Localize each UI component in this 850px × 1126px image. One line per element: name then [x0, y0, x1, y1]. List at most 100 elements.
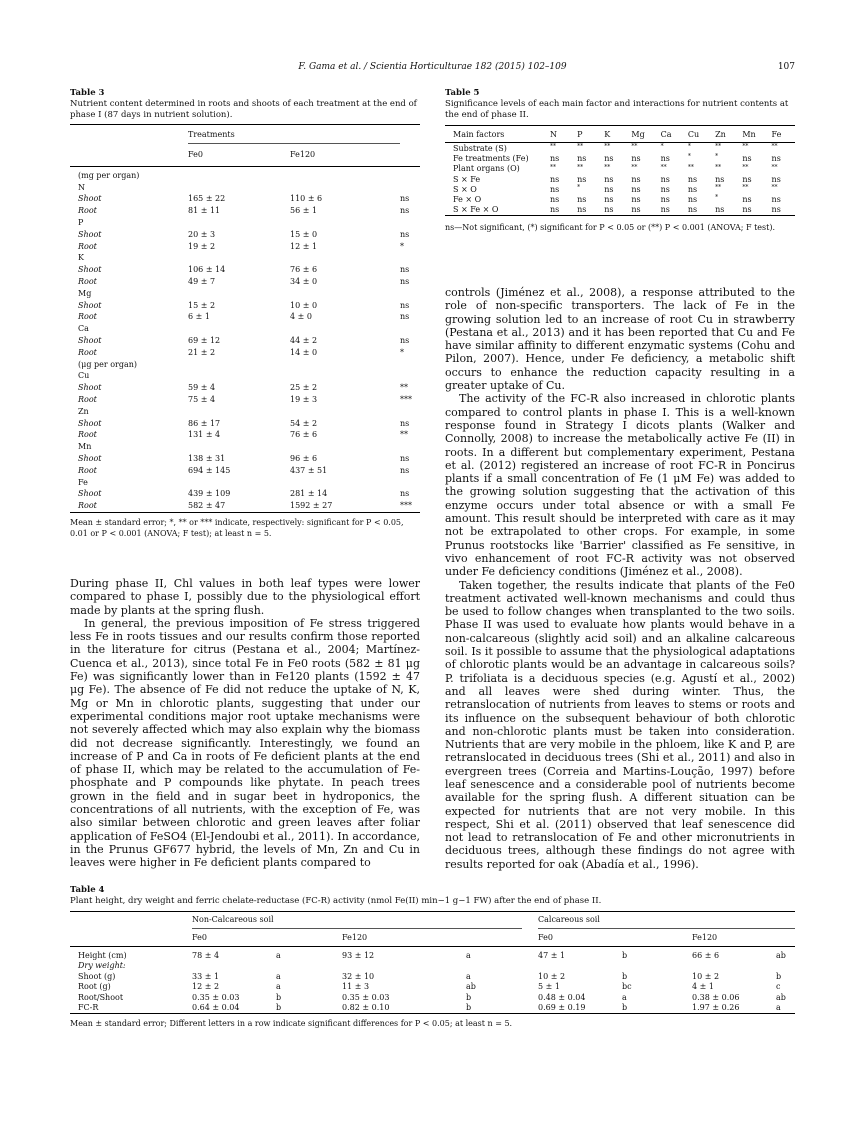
table-cell	[290, 181, 400, 193]
table-cell	[400, 170, 420, 182]
table-row: Substrate (S) ** ** ** ** * * ** ** **	[445, 143, 795, 154]
table-row: Plant organs (O) ** ** ** ** ** ** ** ** **	[445, 164, 795, 174]
table-cell: 33 ± 1	[192, 971, 220, 981]
table-5-header-row: Main factors N P K Mg Ca Cu Zn Mn Fe	[445, 125, 795, 143]
table-cell: ns	[400, 194, 410, 204]
table-row: S × Fe × O ns ns ns ns ns ns ns ns ns	[445, 205, 795, 216]
table-cell	[400, 217, 420, 229]
table-4-col-fe0-nc: Fe0	[192, 932, 207, 942]
table-row: Fe	[70, 476, 420, 488]
table-row: Fe × O ns ns ns ns ns ns * ns ns	[445, 194, 795, 204]
column-header: N	[549, 129, 557, 139]
table-cell: **	[715, 143, 722, 150]
table-cell: **	[742, 163, 749, 171]
table-row: Shoot (g) 33 ± 1 a 32 ± 10 a 10 ± 2 b 10 ± 2 b	[70, 971, 795, 982]
table-cell: a	[466, 971, 471, 981]
table-3: Table 3 Nutrient content determined in r…	[70, 88, 420, 539]
table-cell: ns	[400, 465, 410, 475]
table-cell: ns	[604, 174, 614, 184]
table-cell: *	[715, 153, 719, 161]
table-cell: **	[577, 143, 584, 150]
table-cell: **	[742, 184, 749, 192]
row-label: Shoot	[78, 229, 102, 239]
table-cell: 93 ± 12	[342, 950, 375, 960]
table-cell: *	[660, 143, 664, 150]
table-row: Shoot 20 ± 3 15 ± 0 ns	[70, 228, 420, 240]
table-cell: ns	[549, 174, 560, 184]
table-cell	[400, 370, 420, 382]
table-row: Root 694 ± 145 437 ± 51 ns	[70, 464, 420, 476]
table-cell: ns	[577, 195, 587, 205]
table-row: Root 19 ± 2 12 ± 1 *	[70, 240, 420, 252]
table-row: Height (cm) 78 ± 4 a 93 ± 12 a 47 ± 1 b 66 ± 6 a…	[70, 950, 795, 961]
spacer	[522, 961, 538, 972]
table-cell: 47 ± 1	[538, 950, 566, 960]
table-cell: 66 ± 6	[692, 950, 720, 960]
table-row: Root 81 ± 11 56 ± 1 ns	[70, 205, 420, 217]
column-header: Main factors	[453, 129, 505, 139]
table-4-col-fe120-nc: Fe120	[342, 932, 368, 942]
table-cell: ns	[604, 153, 614, 163]
table-4-footnote: Mean ± standard error; Different letters…	[70, 1019, 513, 1028]
table-cell: 582 ± 47	[188, 501, 226, 511]
table-cell: **	[771, 184, 778, 192]
table-cell: b	[622, 971, 628, 981]
table-cell: *	[687, 143, 691, 150]
table-row: (μg per organ)	[70, 358, 420, 370]
table-row: FC-R 0.64 ± 0.04 b 0.82 ± 0.10 b 0.69 ± 0.19 b…	[70, 1003, 795, 1014]
table-cell	[776, 961, 795, 972]
table-cell: 49 ± 7	[188, 277, 216, 287]
table-cell	[192, 961, 276, 972]
row-label: Root	[78, 465, 97, 475]
row-label: Root	[78, 312, 97, 322]
table-row: Shoot 69 ± 12 44 ± 2 ns	[70, 335, 420, 347]
row-label: Shoot	[78, 454, 102, 464]
table-cell: c	[776, 982, 781, 992]
row-label: Ca	[78, 324, 89, 334]
table-cell: 69 ± 12	[188, 336, 221, 346]
table-cell: 0.69 ± 0.19	[538, 1003, 586, 1013]
row-label: Shoot	[78, 300, 102, 310]
row-label: Root	[78, 395, 97, 405]
table-row: Shoot 86 ± 17 54 ± 2 ns	[70, 417, 420, 429]
table-cell: 59 ± 4	[188, 383, 216, 393]
table-4-grid: Non-Calcareous soil Calcareous soil Fe0 …	[70, 911, 795, 1014]
spacer	[522, 950, 538, 961]
table-cell	[188, 405, 290, 417]
table-cell	[188, 287, 290, 299]
paragraph: controls (Jiménez et al., 2008), a respo…	[445, 286, 795, 393]
table-cell: 56 ± 1	[290, 206, 318, 216]
table-cell: 106 ± 14	[188, 265, 226, 275]
table-cell: 10 ± 2	[692, 971, 720, 981]
paragraph: During phase II, Chl values in both leaf…	[70, 577, 420, 617]
table-row: Shoot 138 ± 31 96 ± 6 ns	[70, 453, 420, 465]
table-cell: ns	[631, 174, 641, 184]
table-cell: 12 ± 1	[290, 241, 318, 251]
table-cell: 1.97 ± 0.26	[692, 1003, 740, 1013]
table-cell: ns	[660, 195, 670, 205]
spacer	[522, 971, 538, 982]
table-5-footnote: ns—Not significant, (*) significant for …	[445, 223, 775, 233]
table-cell: 0.38 ± 0.06	[692, 992, 740, 1002]
row-label: Height (cm)	[78, 950, 127, 960]
table-cell: 10 ± 2	[538, 971, 566, 981]
table-row: Root 75 ± 4 19 ± 3 ***	[70, 394, 420, 406]
table-cell	[400, 181, 420, 193]
table-cell: ns	[577, 174, 587, 184]
table-cell: Fe × O	[453, 195, 482, 205]
table-row: Shoot 106 ± 14 76 ± 6 ns	[70, 264, 420, 276]
table-cell: 44 ± 2	[290, 336, 318, 346]
table-cell: 110 ± 6	[290, 194, 323, 204]
table-cell: 14 ± 0	[290, 347, 318, 357]
table-cell: 437 ± 51	[290, 465, 328, 475]
table-cell: Fe treatments (Fe)	[453, 153, 529, 163]
row-label: P	[78, 218, 84, 228]
table-cell: 78 ± 4	[192, 950, 220, 960]
table-cell	[188, 323, 290, 335]
table-row: Dry weight:	[70, 961, 795, 972]
table-cell	[400, 323, 420, 335]
table-cell: **	[687, 163, 694, 171]
table-cell: ns	[742, 153, 752, 163]
table-cell: ns	[660, 184, 670, 194]
table-cell: Plant organs (O)	[453, 164, 520, 174]
